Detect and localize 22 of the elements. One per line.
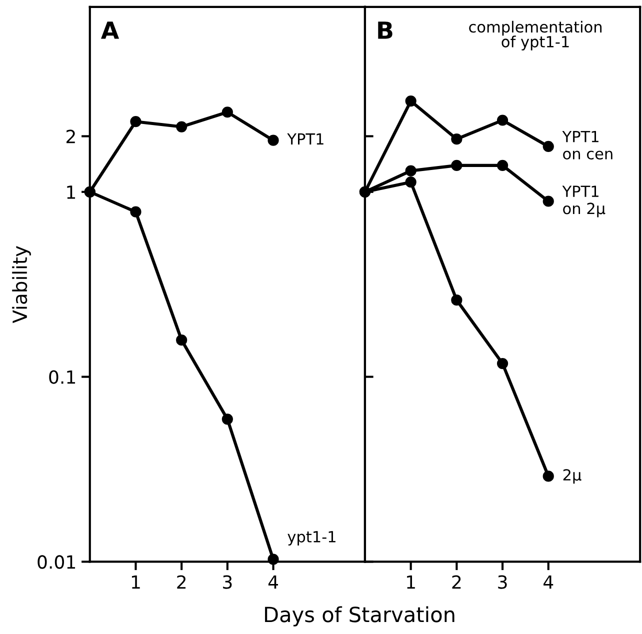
series-label: YPT1 on cen (562, 131, 612, 160)
x-tick-label: 3 (223, 575, 232, 589)
x-tick-label: 3 (498, 575, 507, 589)
y-tick-label: 0.1 (49, 370, 76, 384)
x-tick-label: 4 (544, 575, 554, 589)
y-tick-label: 2 (66, 130, 75, 144)
y-tick-label: 1 (67, 186, 76, 199)
series-label: YPT1 on 2μ (562, 186, 606, 218)
x-tick-label: 1 (132, 575, 140, 589)
x-tick-label: 2 (177, 575, 186, 589)
series-label: 2μ (563, 469, 582, 484)
x-tick-label: 4 (268, 575, 278, 589)
x-tick-label: 1 (407, 575, 415, 589)
annotation: complementation of ypt1-1 (469, 20, 602, 50)
series-label: ypt1-1 (288, 531, 336, 546)
series-label: YPT1 (287, 133, 324, 145)
x-tick-label: 2 (452, 575, 461, 589)
chart-title: B (378, 22, 392, 39)
y-tick-label: 0.01 (38, 555, 76, 569)
y-axis-title: Viability (12, 246, 31, 324)
x-axis-title: Days of Starvation (265, 606, 454, 626)
chart-title: A (101, 22, 120, 39)
